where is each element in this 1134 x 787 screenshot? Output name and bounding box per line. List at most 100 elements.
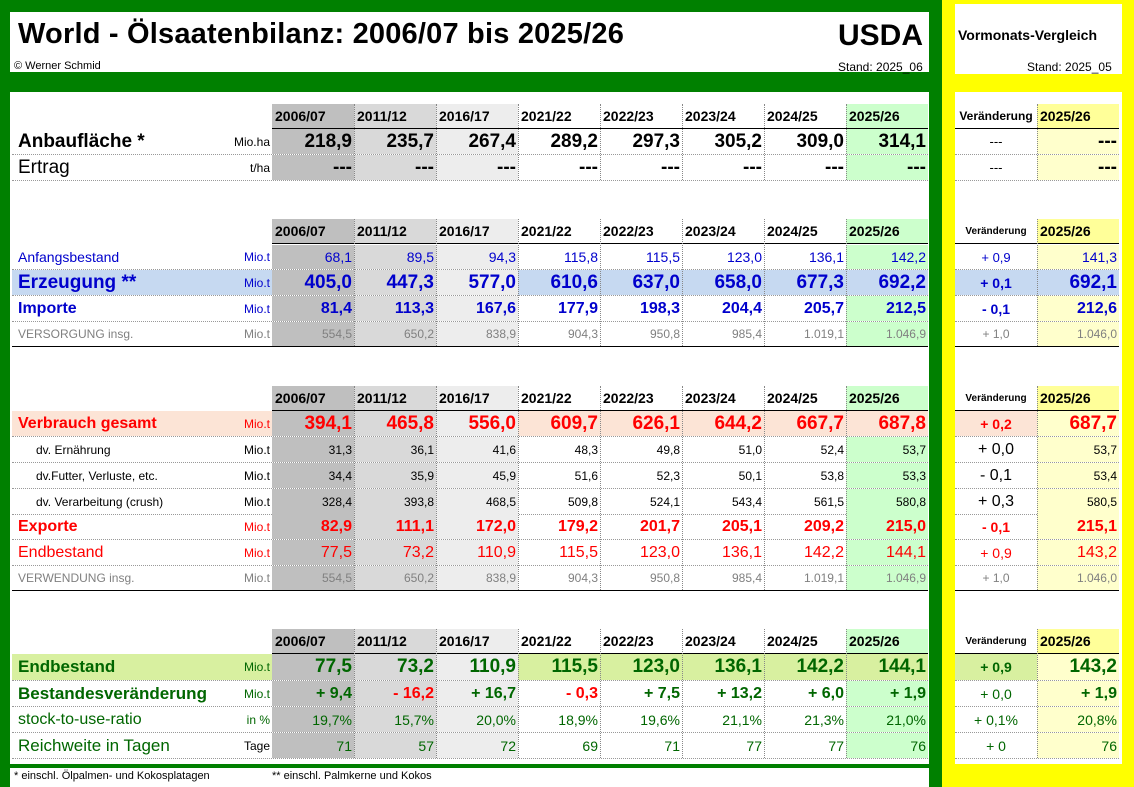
value-cell: 113,3 <box>354 296 436 321</box>
row-label: VERWENDUNG insg. <box>18 571 135 585</box>
value-cell: 77,5 <box>272 654 354 680</box>
change-cell: --- <box>989 160 1003 175</box>
value-cell: 904,3 <box>567 571 598 585</box>
year-header: 2025/26 <box>846 104 928 128</box>
value-cell: 136,1 <box>808 249 844 265</box>
value-cell: 82,9 <box>272 514 354 539</box>
value-cell: 561,5 <box>813 494 844 509</box>
value-cell: 650,2 <box>354 566 436 590</box>
prev-value-cell: 1.046,0 <box>1037 322 1119 346</box>
row-band <box>955 411 1037 436</box>
value-cell: 201,7 <box>639 517 680 535</box>
row-label: Verbrauch gesamt <box>18 414 157 432</box>
value-cell: 73,2 <box>354 654 436 680</box>
comparison-stand-date: Stand: 2025_05 <box>1027 60 1112 74</box>
value-cell: 205,7 <box>803 299 844 317</box>
year-header: 2025/26 <box>846 219 928 243</box>
row-unit: t/ha <box>249 160 270 175</box>
row-label: Ertrag <box>18 156 70 178</box>
row-rule <box>955 758 1119 759</box>
footnote-area: * einschl. Ölpalmen- und Kokosplatagen <box>14 770 210 782</box>
value-cell: 41,6 <box>436 437 518 462</box>
value-cell: 142,2 <box>846 245 928 269</box>
year-header: 2016/17 <box>436 386 518 410</box>
row-band <box>955 270 1037 295</box>
prev-value-cell: 76 <box>1037 733 1119 758</box>
value-cell: 142,2 <box>764 654 846 680</box>
value-cell: --- <box>579 156 598 178</box>
value-cell: 76 <box>846 733 928 758</box>
value-cell: 543,4 <box>731 494 762 509</box>
prev-year-header: 2025/26 <box>1037 104 1119 128</box>
value-cell: 136,1 <box>682 654 764 680</box>
row-unit: in % <box>246 712 270 727</box>
value-cell: 51,0 <box>738 442 762 457</box>
row-rule <box>12 154 928 155</box>
value-cell: 111,1 <box>354 514 436 539</box>
value-cell: 509,8 <box>567 494 598 509</box>
section-rule <box>955 590 1119 591</box>
value-cell: 45,9 <box>436 463 518 488</box>
value-cell: 1.019,1 <box>803 571 844 585</box>
year-header: 2006/07 <box>272 629 354 653</box>
row-rule <box>12 269 928 270</box>
value-cell: 267,4 <box>436 129 518 154</box>
column-rule <box>518 219 519 346</box>
year-header: 2024/25 <box>767 390 818 406</box>
value-cell: 52,4 <box>820 442 844 457</box>
value-cell: 626,1 <box>600 411 682 436</box>
row-unit: Mio.t <box>243 442 270 457</box>
value-cell: - 16,2 <box>354 681 436 706</box>
year-header: 2022/23 <box>603 390 654 406</box>
value-cell: 205,1 <box>721 517 762 535</box>
value-cell: 53,8 <box>820 468 844 483</box>
value-cell: 21,3% <box>804 711 844 728</box>
value-cell: 950,8 <box>649 327 680 341</box>
prev-value-cell: --- <box>1037 129 1119 154</box>
value-cell: 77,5 <box>272 540 354 565</box>
value-cell: 72 <box>436 733 518 758</box>
year-header: 2022/23 <box>603 223 654 239</box>
row-unit: Mio.t <box>243 686 270 701</box>
value-cell: 289,2 <box>550 130 598 152</box>
change-header: Veränderung <box>965 635 1027 647</box>
change-header: Veränderung <box>959 109 1033 123</box>
value-cell: 19,7% <box>272 707 354 732</box>
value-cell: 677,3 <box>764 270 846 295</box>
value-cell: --- <box>743 156 762 178</box>
year-header: 2006/07 <box>272 386 354 410</box>
row-unit: Mio.t <box>243 250 270 264</box>
year-header: 2023/24 <box>685 633 736 649</box>
value-cell: 610,6 <box>518 270 600 295</box>
column-rule <box>600 104 601 180</box>
value-cell: 52,3 <box>656 468 680 483</box>
value-cell: + 7,5 <box>643 684 680 702</box>
prev-value-cell: 1.046,0 <box>1037 566 1119 590</box>
year-header: 2016/17 <box>436 104 518 128</box>
column-rule <box>764 629 765 758</box>
value-cell: 77 <box>828 737 844 754</box>
row-label: Anfangsbestand <box>18 249 120 265</box>
column-rule <box>682 104 683 180</box>
change-cell: - 0,1 <box>981 518 1010 535</box>
value-cell: 1.046,9 <box>846 566 928 590</box>
change-cell: + 0,9 <box>981 249 1011 265</box>
row-rule <box>12 436 928 437</box>
value-cell: + 16,7 <box>436 681 518 706</box>
row-label: Bestandesveränderung <box>18 683 207 703</box>
change-cell: - 0,1 <box>979 466 1012 484</box>
value-cell: 73,2 <box>354 540 436 565</box>
value-cell: 110,9 <box>436 654 518 680</box>
value-cell: 81,4 <box>272 296 354 321</box>
value-cell: 68,1 <box>272 245 354 269</box>
column-rule <box>1037 104 1038 180</box>
title-panel <box>10 12 929 72</box>
value-cell: 110,9 <box>436 540 518 565</box>
row-band <box>955 654 1037 680</box>
row-unit: Mio.t <box>243 494 270 509</box>
year-header: 2025/26 <box>846 386 928 410</box>
column-rule <box>354 629 355 758</box>
column-rule <box>436 104 437 180</box>
change-header: Veränderung <box>965 225 1027 237</box>
year-header: 2021/22 <box>521 108 572 124</box>
